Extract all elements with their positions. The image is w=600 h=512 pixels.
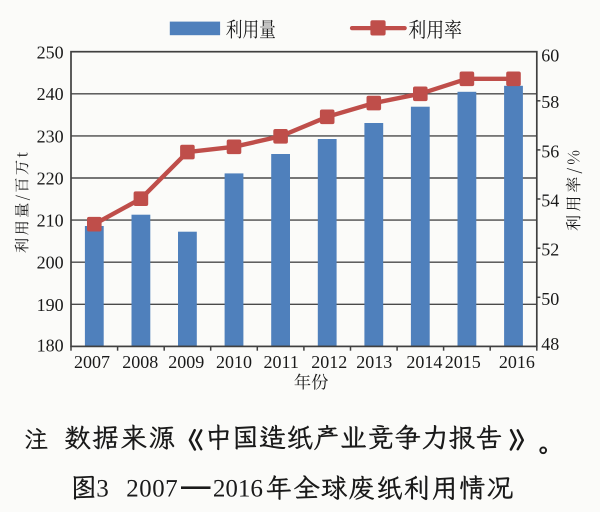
svg-text:200: 200	[37, 253, 64, 273]
svg-text:180: 180	[37, 335, 64, 355]
svg-text:60: 60	[541, 46, 559, 66]
svg-text:52: 52	[541, 240, 559, 260]
svg-text:58: 58	[541, 92, 559, 112]
svg-text:2011: 2011	[264, 352, 299, 372]
svg-text:2013: 2013	[356, 352, 392, 372]
svg-text:250: 250	[37, 43, 64, 63]
svg-text:240: 240	[37, 84, 64, 104]
svg-text:2007: 2007	[74, 352, 110, 372]
svg-text:54: 54	[541, 191, 559, 211]
svg-text:2014: 2014	[406, 352, 442, 372]
svg-text:230: 230	[37, 126, 64, 146]
svg-text:210: 210	[37, 211, 64, 231]
svg-text:190: 190	[37, 295, 64, 315]
svg-text:2012: 2012	[311, 352, 347, 372]
svg-text:2015: 2015	[445, 352, 481, 372]
svg-text:48: 48	[541, 334, 559, 354]
svg-text:220: 220	[37, 168, 64, 188]
svg-text:2010: 2010	[216, 352, 252, 372]
svg-text:2016: 2016	[499, 352, 535, 372]
svg-text:2008: 2008	[122, 352, 158, 372]
svg-text:50: 50	[541, 289, 559, 309]
svg-text:2009: 2009	[168, 352, 204, 372]
svg-text:56: 56	[541, 141, 559, 161]
